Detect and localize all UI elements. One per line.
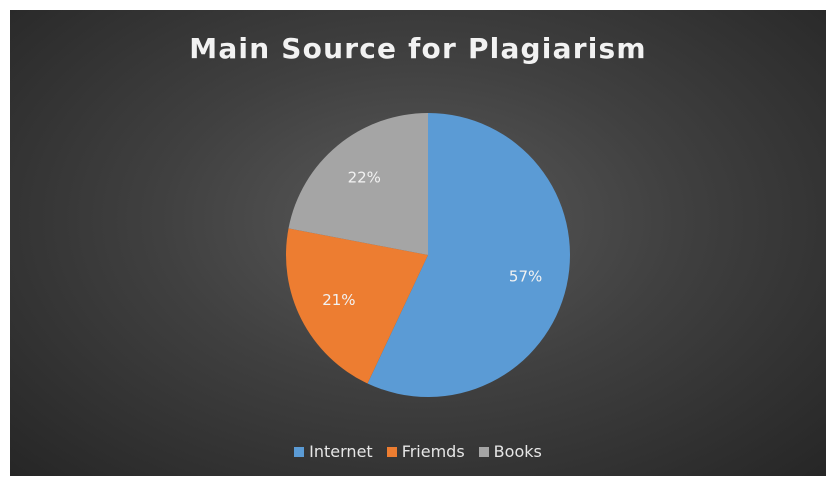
data-label-internet: 57% — [509, 267, 542, 285]
legend-label-friemds: Friemds — [401, 442, 465, 461]
legend-label-internet: Internet — [309, 442, 373, 461]
pie-chart: 57% 21% 22% — [285, 112, 570, 397]
legend-swatch-friemds — [386, 446, 397, 457]
pie-slice-books — [288, 112, 428, 255]
legend-swatch-internet — [294, 446, 305, 457]
legend-swatch-books — [478, 446, 489, 457]
data-label-books: 22% — [348, 168, 381, 186]
legend-label-books: Books — [493, 442, 542, 461]
legend: Internet Friemds Books — [10, 442, 826, 461]
chart-title: Main Source for Plagiarism — [189, 32, 647, 65]
pie-slice-friemds — [285, 228, 428, 384]
legend-item-friemds: Friemds — [386, 442, 465, 461]
legend-item-internet: Internet — [294, 442, 373, 461]
legend-item-books: Books — [478, 442, 542, 461]
data-label-friemds: 21% — [322, 291, 355, 309]
chart-area: Main Source for Plagiarism 57% 21% 22% Int… — [10, 10, 826, 476]
pie-slice-internet — [367, 113, 570, 397]
